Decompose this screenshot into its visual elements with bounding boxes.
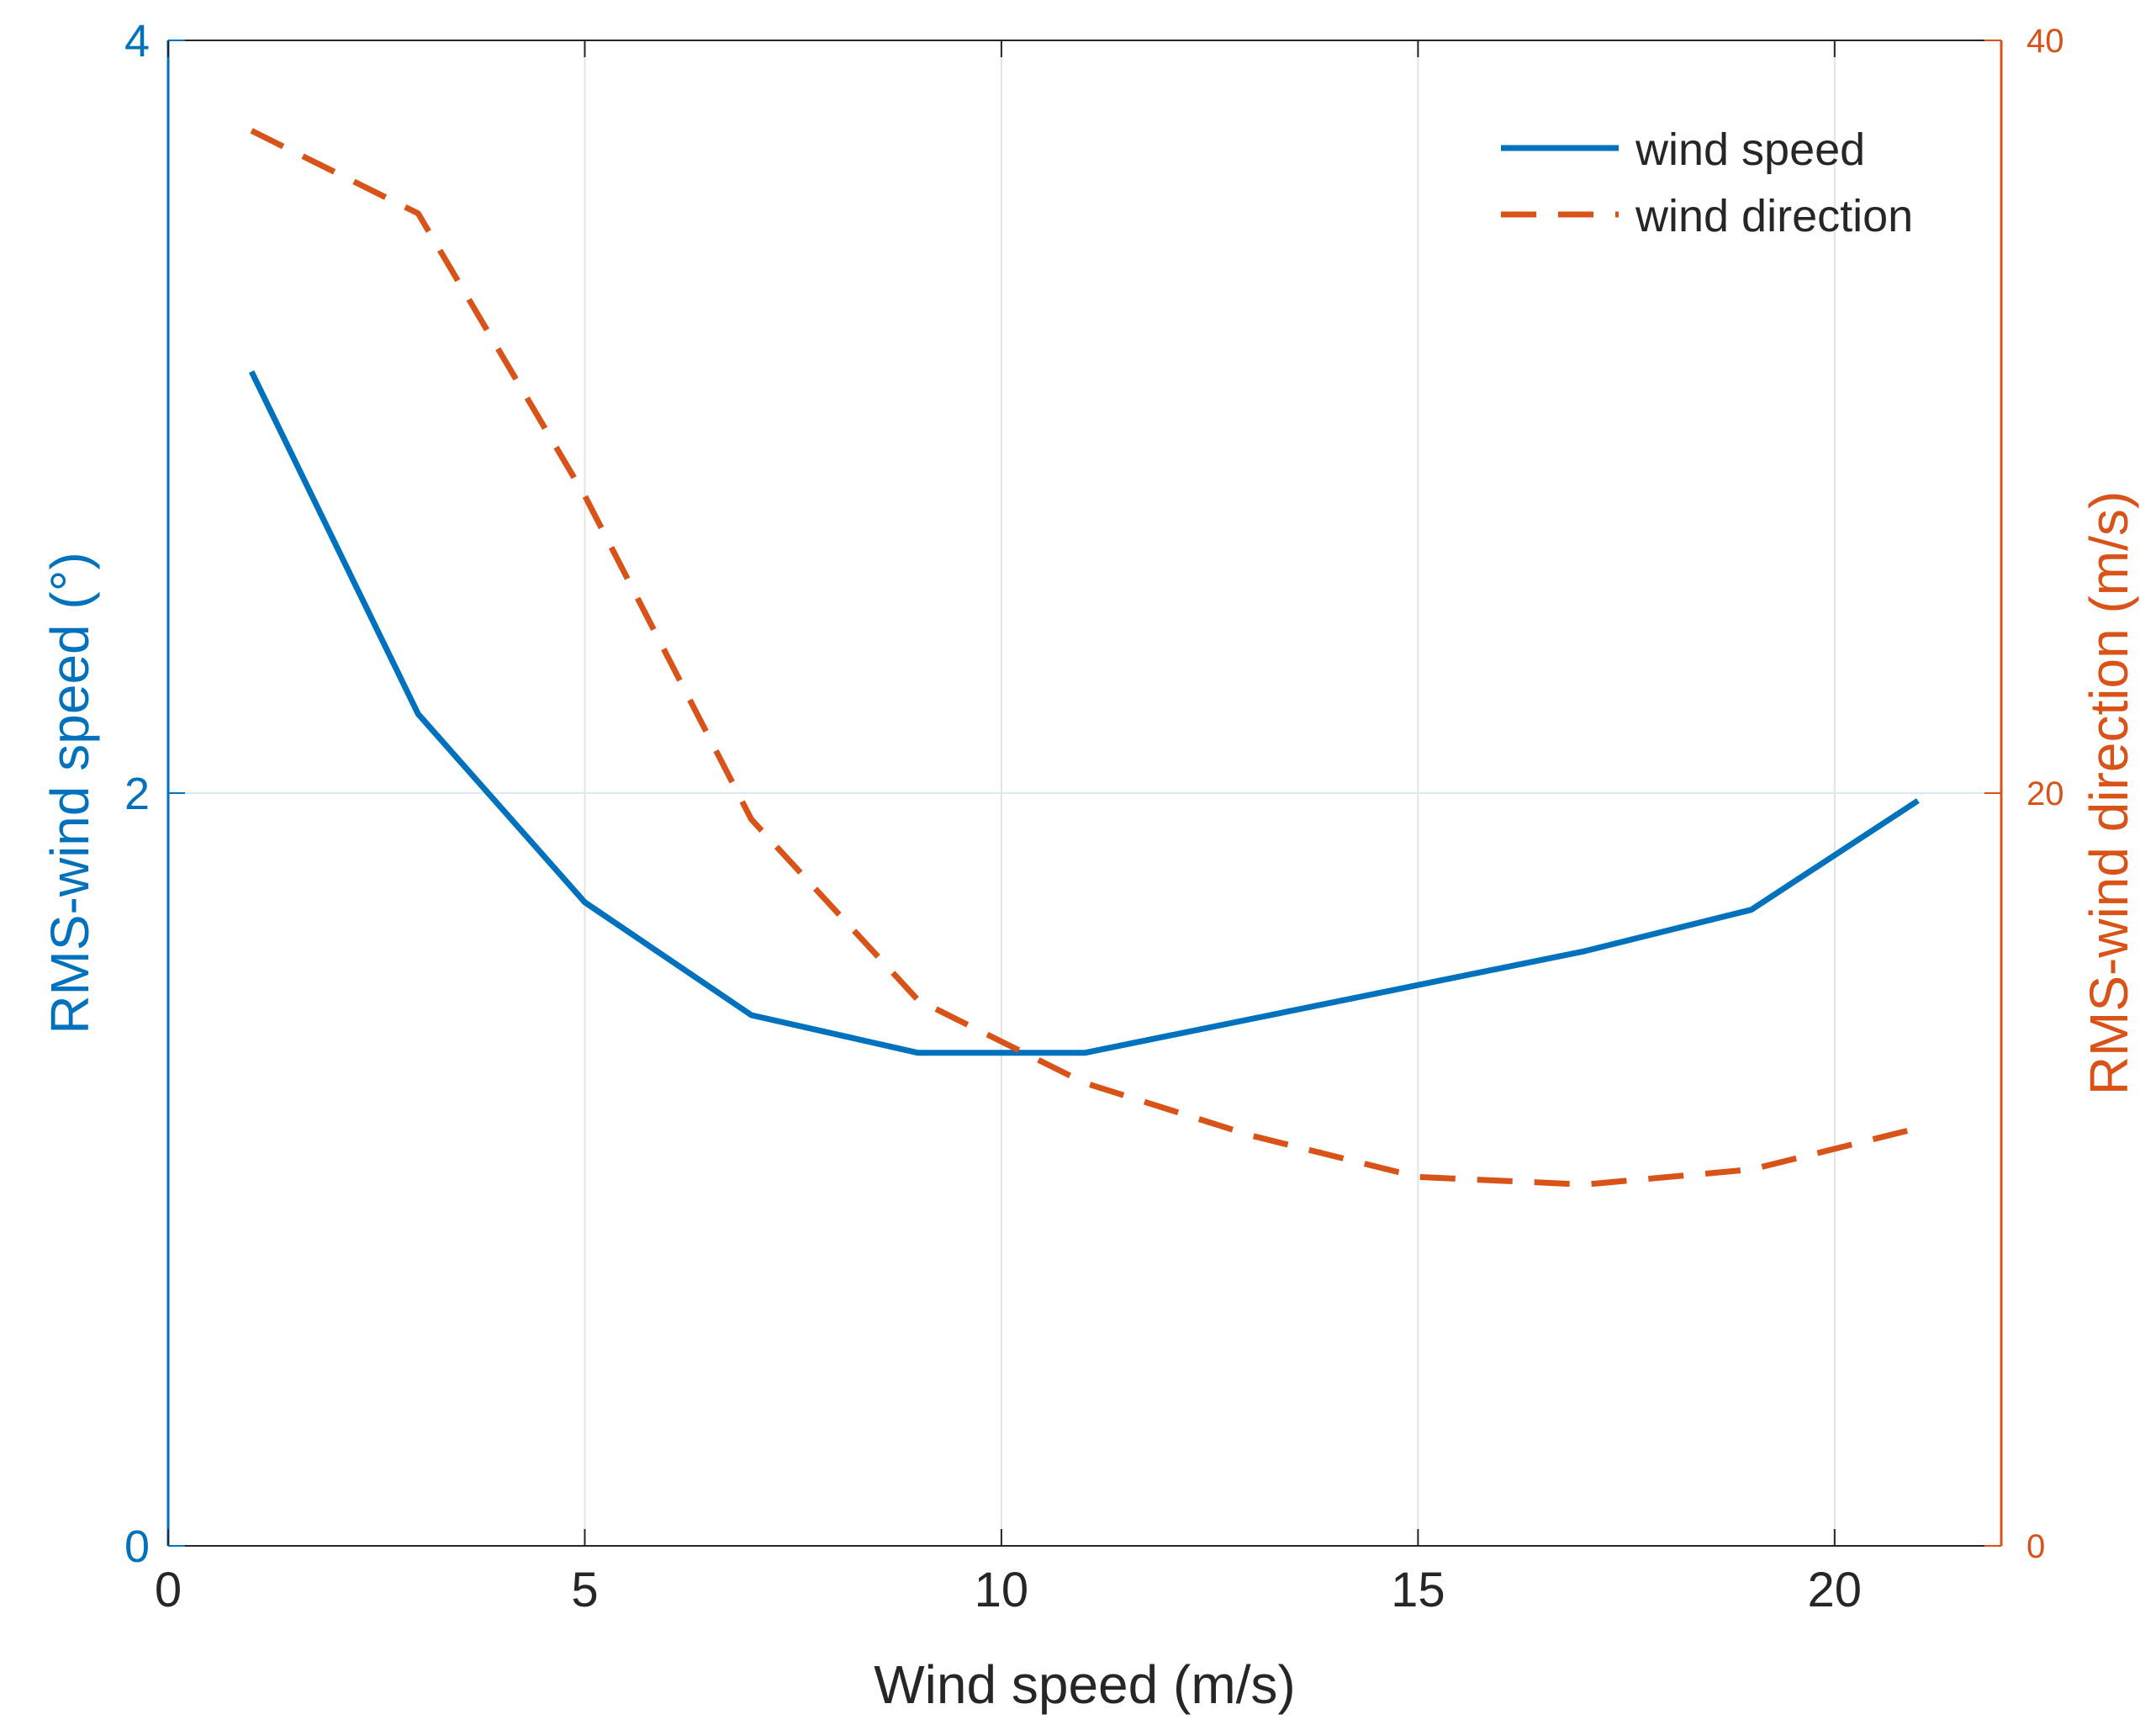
series-line-wind-direction xyxy=(250,128,1919,1188)
y-left-tick-label-1: 2 xyxy=(124,769,150,819)
x-tick-label-2: 10 xyxy=(975,1563,1029,1617)
x-tick-label-4: 20 xyxy=(1808,1563,1863,1617)
y-left-tick-label-2: 4 xyxy=(124,16,150,66)
legend-label-wind-direction: wind direction xyxy=(1635,191,1913,241)
x-tick-label-1: 5 xyxy=(571,1563,598,1617)
legend: wind speed wind direction xyxy=(1501,124,1913,241)
grid-lines xyxy=(168,40,2001,1546)
x-axis-title: Wind speed (m/s) xyxy=(874,1654,1295,1715)
y-left-axis-title: RMS-wind speed (°) xyxy=(40,552,100,1034)
series-layer xyxy=(248,128,1920,1188)
series-line-wind-speed xyxy=(248,370,1920,1056)
y-right-tick-label-1: 20 xyxy=(2027,775,2064,812)
y-left-tick-label-0: 0 xyxy=(124,1521,150,1572)
y-right-tick-label-2: 40 xyxy=(2027,23,2064,60)
y-right-axis-title: RMS-wind direction (m/s) xyxy=(2079,491,2139,1095)
y-right-tick-label-0: 0 xyxy=(2027,1528,2045,1565)
x-tick-label-3: 15 xyxy=(1391,1563,1445,1617)
x-tick-label-0: 0 xyxy=(155,1563,182,1617)
legend-label-wind-speed: wind speed xyxy=(1635,124,1865,175)
